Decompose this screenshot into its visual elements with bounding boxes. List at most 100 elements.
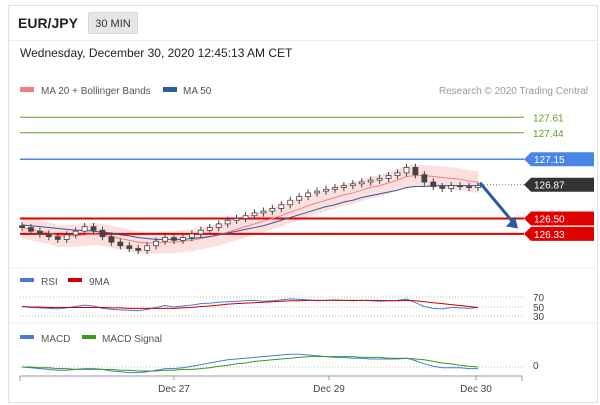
macd-signal-legend-swatch [82,335,96,339]
candle-body [135,248,142,251]
resistance-2-label: 127.44 [533,129,564,140]
level-labels-layer: 127.61 127.44 127.15 126.50 126.33 126.87 [524,113,594,241]
candle-body [394,172,401,177]
candle-body [349,183,356,187]
candle-body [296,196,303,201]
candle-body [385,175,392,179]
x-axis-labels: Dec 27 Dec 29 Dec 30 [158,376,492,395]
candle-body [358,181,365,185]
candle-body [439,186,446,189]
candle-body [28,227,34,232]
forecast-arrow-layer [478,181,518,229]
candle-body [126,245,133,249]
ma50-legend-label: MA 50 [183,86,212,97]
ma50-legend-swatch [163,87,177,92]
candle-body [269,208,276,212]
candles-layer [19,163,481,254]
candle-body [260,210,267,214]
candle-body [180,237,186,241]
ma20-legend-swatch [20,87,34,92]
bollinger-band-layer [22,164,478,254]
candle-body [224,219,231,225]
candle-body [153,240,160,247]
rsi-ma-legend-label: 9MA [89,277,110,288]
ma50-line [21,185,478,240]
candle-body [36,230,43,235]
candle-body [19,225,25,228]
candle-body [278,204,285,209]
candle-body [206,227,213,231]
candle-body [475,185,481,188]
candle-body [305,192,312,197]
macd-legend-label: MACD [41,334,70,345]
candle-body [188,233,195,238]
macd-signal-legend-label: MACD Signal [102,334,162,345]
current-price-label: 126.87 [534,181,565,192]
candle-body [233,218,240,221]
candle-body [90,226,97,231]
candle-body [403,167,410,174]
candle-body [162,237,168,242]
candle-body [54,236,61,240]
support-2-label: 126.33 [534,230,565,241]
ma20-line [21,175,479,244]
x-tick-label: Dec 27 [158,384,190,395]
candle-body [323,188,329,192]
candle-body [367,179,374,183]
support-2-tag [524,226,594,241]
candle-body [412,167,419,176]
candle-body [430,181,437,187]
x-tick-label: Dec 30 [460,384,492,395]
header-divider [9,40,597,41]
timestamp: Wednesday, December 30, 2020 12:45:13 AM… [20,46,293,60]
current-price-tag [524,177,594,192]
pivot-tag [524,152,594,167]
candle-body [108,236,115,243]
pivot-label: 127.15 [534,155,565,166]
candle-body [251,212,258,217]
forecast-arrow-head [506,216,518,229]
candle-body [421,174,428,183]
candle-body [457,185,464,188]
bollinger-band [22,164,478,254]
x-tick-label: Dec 29 [313,384,345,395]
candle-body [81,226,88,232]
rsi-tick-70: 70 [533,293,545,304]
candle-body [45,233,52,238]
ma20-legend-label: MA 20 + Bollinger Bands [41,86,151,97]
candle-body [242,215,249,219]
macd-tick-0: 0 [533,361,539,372]
candle-body [287,199,294,206]
rsi-ma-legend-swatch [68,278,82,282]
support-1-label: 126.50 [534,214,565,225]
rsi-ma-line [21,299,479,309]
candle-body [144,245,151,251]
candle-body [340,185,347,188]
candle-body [314,190,320,194]
candle-body [171,237,177,241]
candle-body [63,234,70,240]
rsi-legend-swatch [20,278,34,282]
symbol-label: EUR/JPY [18,15,78,31]
candle-body [448,185,455,189]
candle-body [99,229,106,238]
candle-body [197,229,204,235]
support-1-tag [524,211,594,226]
moving-averages-layer [21,175,479,244]
candle-body [215,223,222,228]
rsi-tick-30: 30 [533,312,545,323]
macd-signal-line [22,356,479,372]
candle-body [117,241,124,247]
candle-body [72,230,79,236]
timeframe-button[interactable]: 30 MIN [88,12,138,34]
candle-body [466,186,472,188]
forecast-arrow-shaft [478,181,516,225]
macd-layer: 0 [20,353,539,374]
macd-legend-swatch [20,335,34,339]
credit-text: Research © 2020 Trading Central [439,86,588,97]
rsi-tick-50: 50 [533,303,545,314]
resistance-1-label: 127.61 [533,113,564,124]
candle-body [376,177,383,181]
